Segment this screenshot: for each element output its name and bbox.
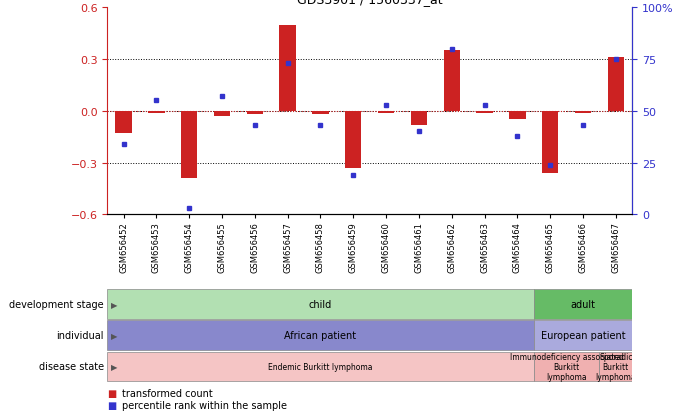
Text: transformed count: transformed count [122,388,213,398]
Bar [533,320,632,350]
Text: adult: adult [571,299,596,310]
Text: child: child [309,299,332,310]
Text: individual: individual [56,330,104,341]
Bar [533,290,632,320]
Text: percentile rank within the sample: percentile rank within the sample [122,400,287,410]
Bar [107,290,533,320]
Text: development stage: development stage [9,299,104,310]
Bar [607,58,624,112]
Title: GDS3901 / 1560337_at: GDS3901 / 1560337_at [297,0,442,6]
Text: European patient: European patient [541,330,625,341]
Bar [410,112,427,125]
Bar [444,51,460,112]
Bar [575,112,591,113]
Text: Endemic Burkitt lymphoma: Endemic Burkitt lymphoma [268,362,372,371]
Bar [345,112,361,169]
Text: Immunodeficiency associated
Burkitt
lymphoma: Immunodeficiency associated Burkitt lymp… [510,352,623,381]
Bar [181,112,198,179]
Bar [107,352,533,382]
Text: ▶: ▶ [111,362,117,371]
Text: ■: ■ [107,400,116,410]
Bar [542,112,558,173]
Bar [312,112,329,115]
Text: ▶: ▶ [111,331,117,340]
Text: Sporadic
Burkitt
lymphoma: Sporadic Burkitt lymphoma [596,352,636,381]
Bar [378,112,395,113]
Text: African patient: African patient [285,330,357,341]
Bar [148,112,164,113]
Bar [533,352,599,382]
Bar [247,112,263,115]
Bar [599,352,632,382]
Bar [107,320,533,350]
Bar [115,112,132,134]
Text: ▶: ▶ [111,300,117,309]
Bar [214,112,230,117]
Bar [476,112,493,113]
Text: ■: ■ [107,388,116,398]
Bar [279,26,296,112]
Bar [509,112,526,120]
Text: disease state: disease state [39,361,104,372]
